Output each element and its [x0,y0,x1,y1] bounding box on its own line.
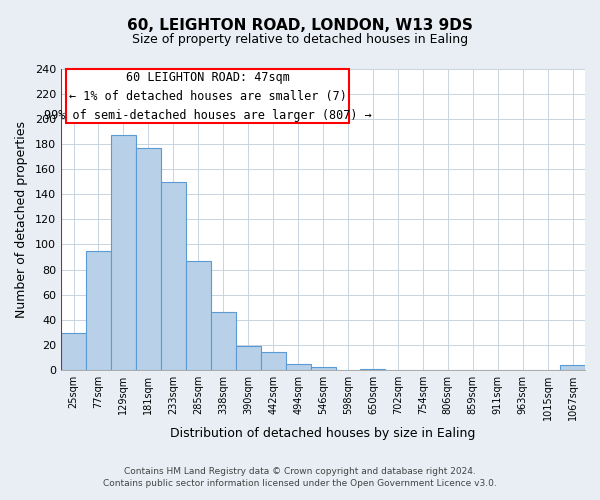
Bar [236,346,260,370]
Bar [311,368,335,370]
Bar [86,250,111,370]
Bar [260,352,286,370]
Text: 60, LEIGHTON ROAD, LONDON, W13 9DS: 60, LEIGHTON ROAD, LONDON, W13 9DS [127,18,473,32]
FancyBboxPatch shape [66,69,349,123]
Bar [211,312,236,370]
Bar [286,364,311,370]
Bar [560,365,585,370]
Bar [186,261,211,370]
Bar [136,148,161,370]
X-axis label: Distribution of detached houses by size in Ealing: Distribution of detached houses by size … [170,427,476,440]
Y-axis label: Number of detached properties: Number of detached properties [15,121,28,318]
Text: Size of property relative to detached houses in Ealing: Size of property relative to detached ho… [132,32,468,46]
Bar [161,182,186,370]
Bar [61,334,86,370]
Bar [111,136,136,370]
Text: 60 LEIGHTON ROAD: 47sqm
← 1% of detached houses are smaller (7)
99% of semi-deta: 60 LEIGHTON ROAD: 47sqm ← 1% of detached… [44,70,371,122]
Bar [361,368,385,370]
Text: Contains HM Land Registry data © Crown copyright and database right 2024.
Contai: Contains HM Land Registry data © Crown c… [103,466,497,487]
